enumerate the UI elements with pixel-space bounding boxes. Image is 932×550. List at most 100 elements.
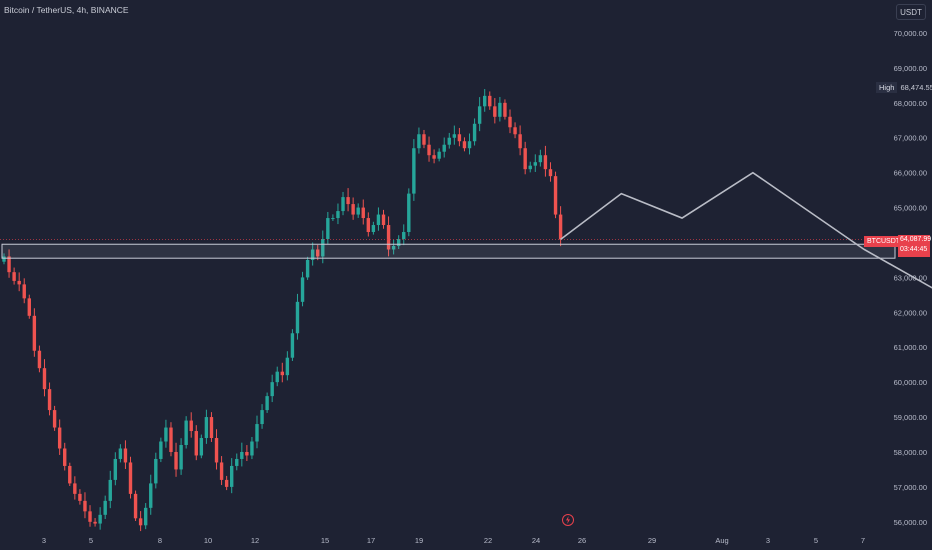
candle-body: [143, 507, 148, 526]
projection-line: [560, 171, 932, 289]
candle-body: [498, 102, 502, 117]
candle-body: [113, 458, 118, 480]
price-tick-label: 62,000.00: [894, 308, 927, 317]
candle-body: [285, 357, 290, 376]
price-tick-label: 61,000.00: [894, 343, 927, 352]
candle-body: [442, 144, 446, 152]
candle-body: [174, 451, 178, 470]
candle-body: [12, 272, 16, 281]
candle-body: [159, 441, 163, 459]
candle-body: [265, 396, 269, 411]
candle-body: [224, 479, 229, 487]
candle-body: [17, 280, 21, 285]
candle-body: [548, 169, 553, 177]
price-tick-label: 57,000.00: [894, 483, 927, 492]
candle-body: [42, 368, 47, 390]
candle-body: [219, 462, 224, 480]
last-price-tag: 64,087.99 03:44:45: [898, 235, 931, 257]
high-value: 68,474.55: [900, 82, 932, 92]
candle-body: [47, 389, 52, 411]
candle-body: [467, 141, 472, 149]
candle-body: [37, 350, 42, 369]
time-tick-label: 5: [814, 536, 818, 545]
candle-body: [93, 521, 97, 524]
time-tick-label: 3: [42, 536, 46, 545]
candle-body: [356, 207, 360, 215]
price-axis[interactable]: 70,000.00 69,000.00 68,000.00 67,000.00 66,0…: [894, 29, 927, 527]
candle-body: [230, 465, 234, 487]
candle-body: [275, 371, 279, 383]
candle-body: [396, 238, 401, 246]
candle-body: [326, 218, 330, 239]
candle-body: [27, 298, 31, 316]
candle-body: [108, 479, 112, 501]
candle-body: [52, 410, 57, 428]
candles-layer: [2, 89, 563, 532]
candle-body: [184, 420, 188, 445]
countdown-value: 03:44:45: [900, 246, 928, 253]
candle-body: [300, 277, 305, 302]
candle-body: [488, 95, 492, 107]
candle-body: [164, 427, 168, 442]
candle-body: [245, 451, 249, 456]
candle-body: [2, 256, 6, 262]
candle-body: [149, 483, 153, 508]
candle-body: [422, 134, 426, 145]
candle-body: [553, 176, 558, 215]
candle-body: [483, 95, 487, 107]
candle-body: [452, 134, 457, 138]
price-tick-label: 59,000.00: [894, 413, 927, 422]
candle-body: [528, 165, 532, 170]
candle-body: [316, 249, 320, 257]
candle-body: [280, 371, 284, 376]
candle-body: [376, 214, 381, 226]
candle-body: [472, 123, 477, 142]
price-tick-label: 70,000.00: [894, 29, 927, 38]
candle-body: [290, 333, 295, 358]
candle-body: [22, 284, 26, 299]
candle-body: [118, 448, 123, 459]
candle-body: [128, 462, 133, 494]
high-marker: High 68,474.55: [876, 81, 932, 93]
candle-body: [199, 438, 204, 456]
candle-body: [78, 493, 82, 501]
time-tick-label: 12: [251, 536, 259, 545]
candle-body: [407, 193, 411, 233]
candle-body: [462, 141, 467, 149]
candle-body: [154, 458, 158, 484]
price-tick-label: 58,000.00: [894, 448, 927, 457]
price-tick-label: 65,000.00: [894, 204, 927, 213]
candle-body: [68, 465, 72, 484]
time-tick-label: 5: [89, 536, 93, 545]
price-tick-label: 67,000.00: [894, 134, 927, 143]
time-tick-label: 15: [321, 536, 329, 545]
support-zone[interactable]: [0, 239, 896, 259]
lightning-icon[interactable]: [562, 514, 574, 526]
candle-body: [57, 427, 62, 449]
candle-body: [533, 162, 537, 166]
candle-body: [240, 451, 244, 459]
time-tick-label: 8: [158, 536, 162, 545]
time-axis[interactable]: 3 5 8 10 12 15 17 19 22 24 26 29 Aug 3 5 7: [42, 536, 865, 545]
candle-body: [391, 245, 396, 250]
time-tick-label: 7: [861, 536, 865, 545]
candle-body: [250, 441, 254, 456]
projection-path[interactable]: [560, 171, 932, 372]
time-tick-label: 17: [367, 536, 375, 545]
candle-body: [310, 249, 315, 260]
candle-body: [295, 301, 300, 334]
candle-body: [523, 148, 527, 170]
candle-body: [437, 151, 441, 159]
currency-button[interactable]: USDT: [896, 4, 926, 20]
candle-body: [209, 417, 214, 439]
time-tick-label: 24: [532, 536, 540, 545]
candle-body: [366, 218, 371, 233]
candle-body: [103, 500, 107, 515]
candle-body: [457, 134, 462, 142]
candle-body: [447, 137, 451, 145]
candle-body: [508, 116, 512, 128]
candle-body: [432, 155, 436, 159]
candle-body: [123, 448, 128, 463]
candle-body: [558, 214, 563, 240]
